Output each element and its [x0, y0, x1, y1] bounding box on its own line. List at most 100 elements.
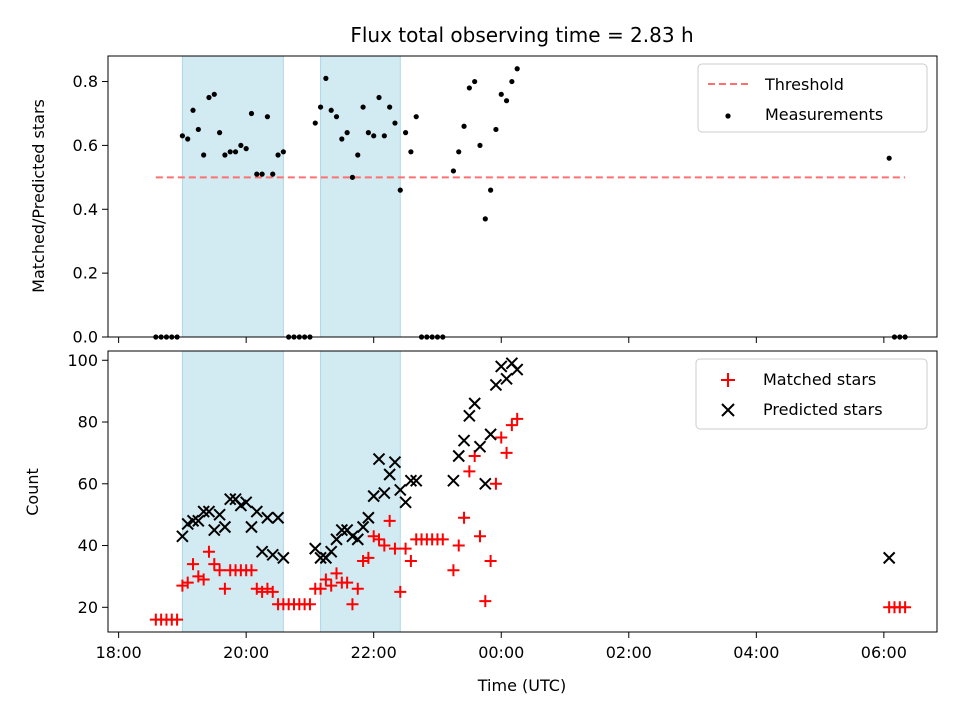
legend-predicted-label: Predicted stars — [763, 400, 883, 419]
measurement-point — [232, 149, 239, 155]
measurement-point — [376, 94, 382, 101]
measurement-point — [254, 171, 260, 177]
matched-star-point — [171, 613, 184, 626]
matched-star-point — [388, 542, 401, 555]
measurement-point — [264, 114, 271, 120]
predicted-star-point — [404, 474, 418, 487]
matched-star-point — [325, 579, 338, 592]
predicted-star-point — [324, 545, 338, 558]
y-tick-label: 0.0 — [73, 328, 98, 347]
y-tick-label: 80 — [78, 413, 98, 432]
shaded-interval-2 — [320, 55, 401, 338]
measurement-point — [227, 149, 233, 155]
measurement-point — [397, 187, 403, 193]
measurement-point — [365, 130, 371, 136]
chart-title: Flux total observing time = 2.83 h — [350, 23, 693, 47]
measurement-point — [456, 149, 462, 155]
predicted-star-point — [250, 505, 264, 518]
predicted-star-point — [239, 496, 253, 509]
matched-star-point — [351, 582, 364, 595]
measurement-point — [238, 142, 244, 149]
matched-star-point — [500, 446, 513, 459]
matched-star-point — [495, 431, 508, 444]
measurement-point — [488, 187, 494, 193]
measurement-point — [493, 126, 499, 133]
predicted-star-point — [882, 551, 896, 565]
measurement-point — [503, 98, 510, 104]
matched-star-point — [208, 558, 221, 571]
bottom-y-ticks: 20 40 60 80 100 — [67, 351, 108, 617]
matched-star-point — [447, 564, 460, 577]
top-y-ticks: 0.0 0.2 0.4 0.6 0.8 — [73, 72, 108, 347]
measurement-point — [349, 174, 356, 180]
predicted-star-point — [330, 533, 343, 546]
measurement-point — [333, 114, 340, 120]
measurement-point — [466, 85, 472, 91]
predicted-star-point — [383, 468, 396, 481]
predicted-star-point — [255, 545, 269, 558]
top-x-ticks — [118, 337, 885, 343]
measurement-point — [280, 149, 286, 155]
measurement-point — [413, 114, 419, 120]
bottom-axes-frame — [107, 350, 938, 633]
measurement-point — [408, 149, 414, 155]
legend-measurements-swatch — [725, 113, 731, 119]
top-shaded-intervals — [181, 55, 401, 338]
y-tick-label: 100 — [67, 351, 98, 370]
measurement-point — [185, 136, 191, 142]
bottom-x-ticks: 18:00 20:00 22:00 00:00 02:00 04:00 06:00 — [96, 632, 907, 662]
measurement-point — [206, 94, 212, 101]
predicted-star-point — [388, 455, 402, 469]
matched-star-point — [314, 582, 327, 595]
measurement-point — [201, 152, 207, 158]
matched-star-point — [473, 530, 486, 543]
top-axes-frame — [107, 55, 938, 338]
matched-star-point — [330, 567, 343, 580]
predicted-star-point — [447, 474, 460, 487]
predicted-star-point — [473, 440, 487, 453]
y-tick-label: 0.6 — [73, 136, 98, 155]
top-legend: Threshold Measurements — [697, 63, 928, 133]
predicted-star-point — [277, 551, 290, 565]
matched-star-point — [899, 601, 912, 614]
matched-star-point — [373, 533, 386, 546]
predicted-star-point — [479, 477, 492, 490]
measurement-point — [312, 120, 318, 126]
measurement-point — [387, 104, 393, 110]
x-tick-label: 20:00 — [223, 643, 269, 662]
matched-star-point — [511, 412, 524, 425]
predicted-star-point — [192, 514, 205, 528]
predicted-star-point — [356, 520, 370, 534]
predicted-star-point — [314, 551, 327, 565]
legend-threshold-label: Threshold — [764, 75, 844, 94]
matched-star-point — [404, 554, 417, 567]
bottom-y-axis-label: Count — [23, 468, 42, 516]
measurement-point — [190, 107, 196, 113]
measurement-point — [381, 133, 387, 139]
bottom-legend-box — [695, 358, 928, 430]
predicted-star-point — [510, 363, 524, 376]
top-y-axis-label: Matched/Predicted stars — [29, 99, 48, 293]
matched-star-point — [187, 558, 200, 571]
measurement-point — [360, 104, 366, 110]
measurement-point — [211, 91, 217, 97]
measurement-point — [248, 110, 255, 117]
measurement-point — [222, 152, 228, 158]
matched-star-point — [452, 539, 465, 552]
predicted-star-point — [362, 511, 375, 524]
predicted-star-point — [463, 409, 476, 423]
measurement-point — [461, 123, 467, 129]
predicted-stars-points — [176, 357, 896, 565]
y-tick-label: 0.4 — [73, 200, 98, 219]
top-legend-box — [697, 63, 928, 133]
legend-matched-swatch — [721, 373, 735, 387]
predicted-star-point — [335, 523, 349, 537]
predicted-star-point — [224, 493, 237, 506]
measurement-point — [472, 78, 478, 85]
predicted-star-point — [410, 474, 423, 487]
predicted-star-point — [394, 483, 407, 497]
predicted-star-point — [176, 530, 189, 543]
matched-stars-points — [149, 412, 912, 626]
matched-star-point — [383, 514, 396, 527]
